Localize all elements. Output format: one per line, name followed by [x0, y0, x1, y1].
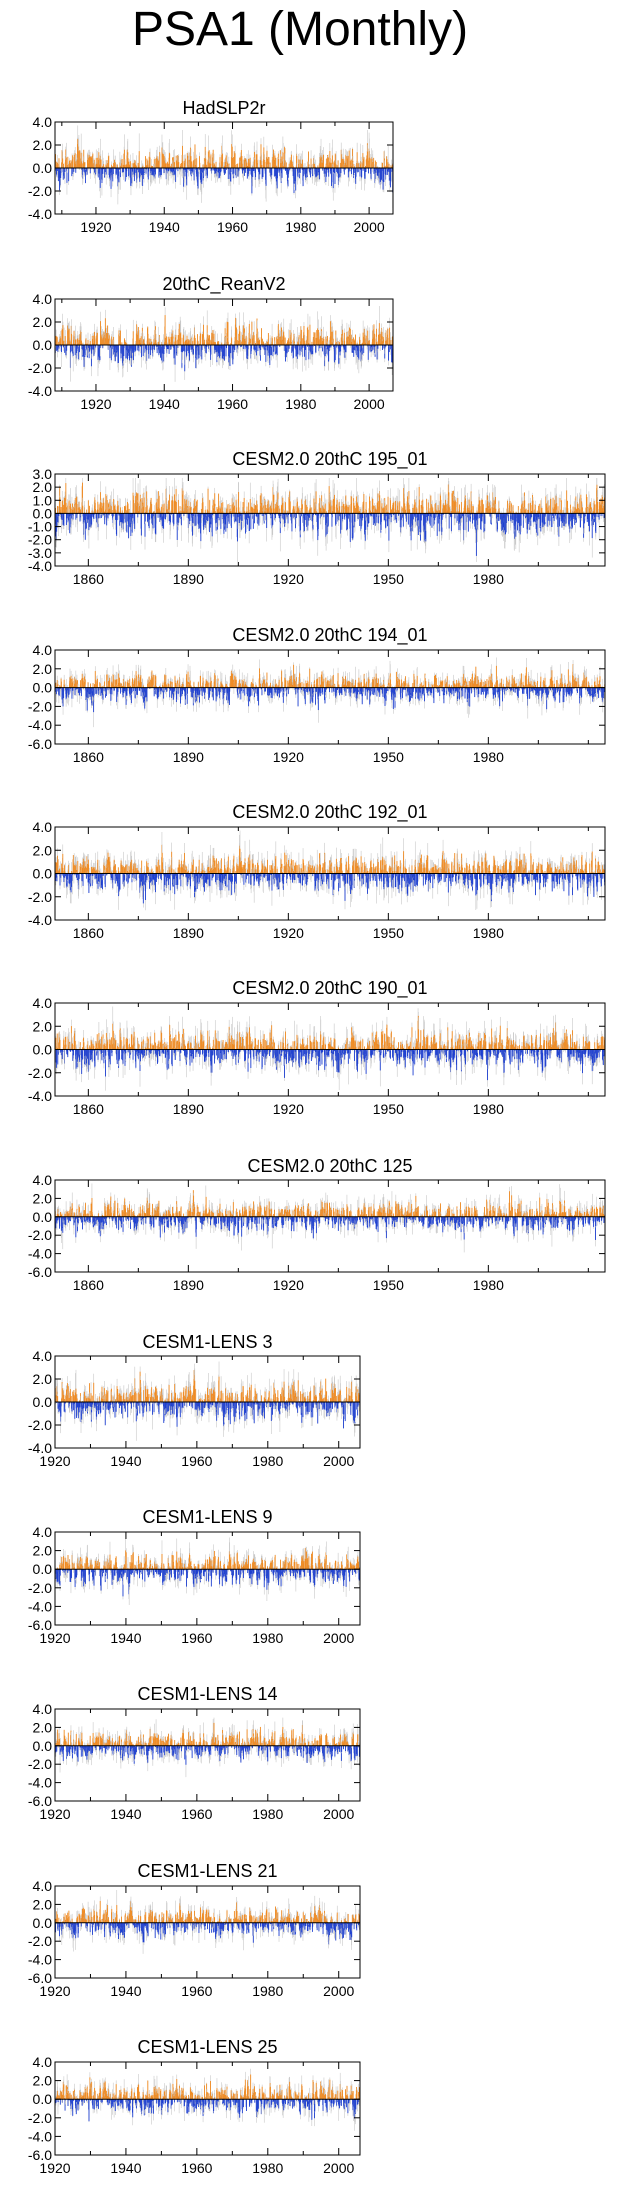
y-tick-label: 4.0 [33, 291, 53, 307]
x-tick-label: 1960 [217, 396, 248, 412]
chart-panel: CESM2.0 20thC 195_01-4.0-3.0-2.0-1.00.01… [28, 449, 605, 587]
y-tick-label: -2.0 [28, 183, 52, 199]
x-tick-label: 2000 [354, 219, 385, 235]
chart-title: 20thC_ReanV2 [162, 274, 285, 295]
chart-panel: HadSLP2r -4.0 -2.0 0.0 2.0 4.0 1920 1940 1960 198… [28, 98, 393, 235]
x-tick-label: 1940 [149, 396, 180, 412]
x-tick-label: 1960 [217, 219, 248, 235]
y-tick-label: -4.0 [28, 383, 52, 399]
chart-title: HadSLP2r [182, 98, 265, 118]
bars [55, 306, 393, 382]
x-tick-label: 1920 [80, 219, 111, 235]
y-tick-label: 0.0 [33, 337, 53, 353]
x-tick-label: 1980 [285, 219, 316, 235]
bars [55, 478, 605, 562]
x-tick-label: 1980 [285, 396, 316, 412]
y-tick-label: -4.0 [28, 206, 52, 222]
y-tick-label: -2.0 [28, 360, 52, 376]
x-tick-label: 1940 [149, 219, 180, 235]
bars [55, 125, 393, 208]
y-tick-label: 0.0 [33, 160, 53, 176]
y-tick-label: 4.0 [33, 114, 53, 130]
y-tick-label: 2.0 [33, 137, 53, 153]
x-tick-label: 1920 [80, 396, 111, 412]
x-tick-label: 2000 [354, 396, 385, 412]
chart-title: CESM2.0 20thC 195_01 [232, 449, 427, 470]
y-tick-label: 2.0 [33, 314, 53, 330]
chart-panel: 20thC_ReanV2 -4.0 -2.0 0.0 2.0 4.0 1920 1940 196… [28, 274, 393, 412]
